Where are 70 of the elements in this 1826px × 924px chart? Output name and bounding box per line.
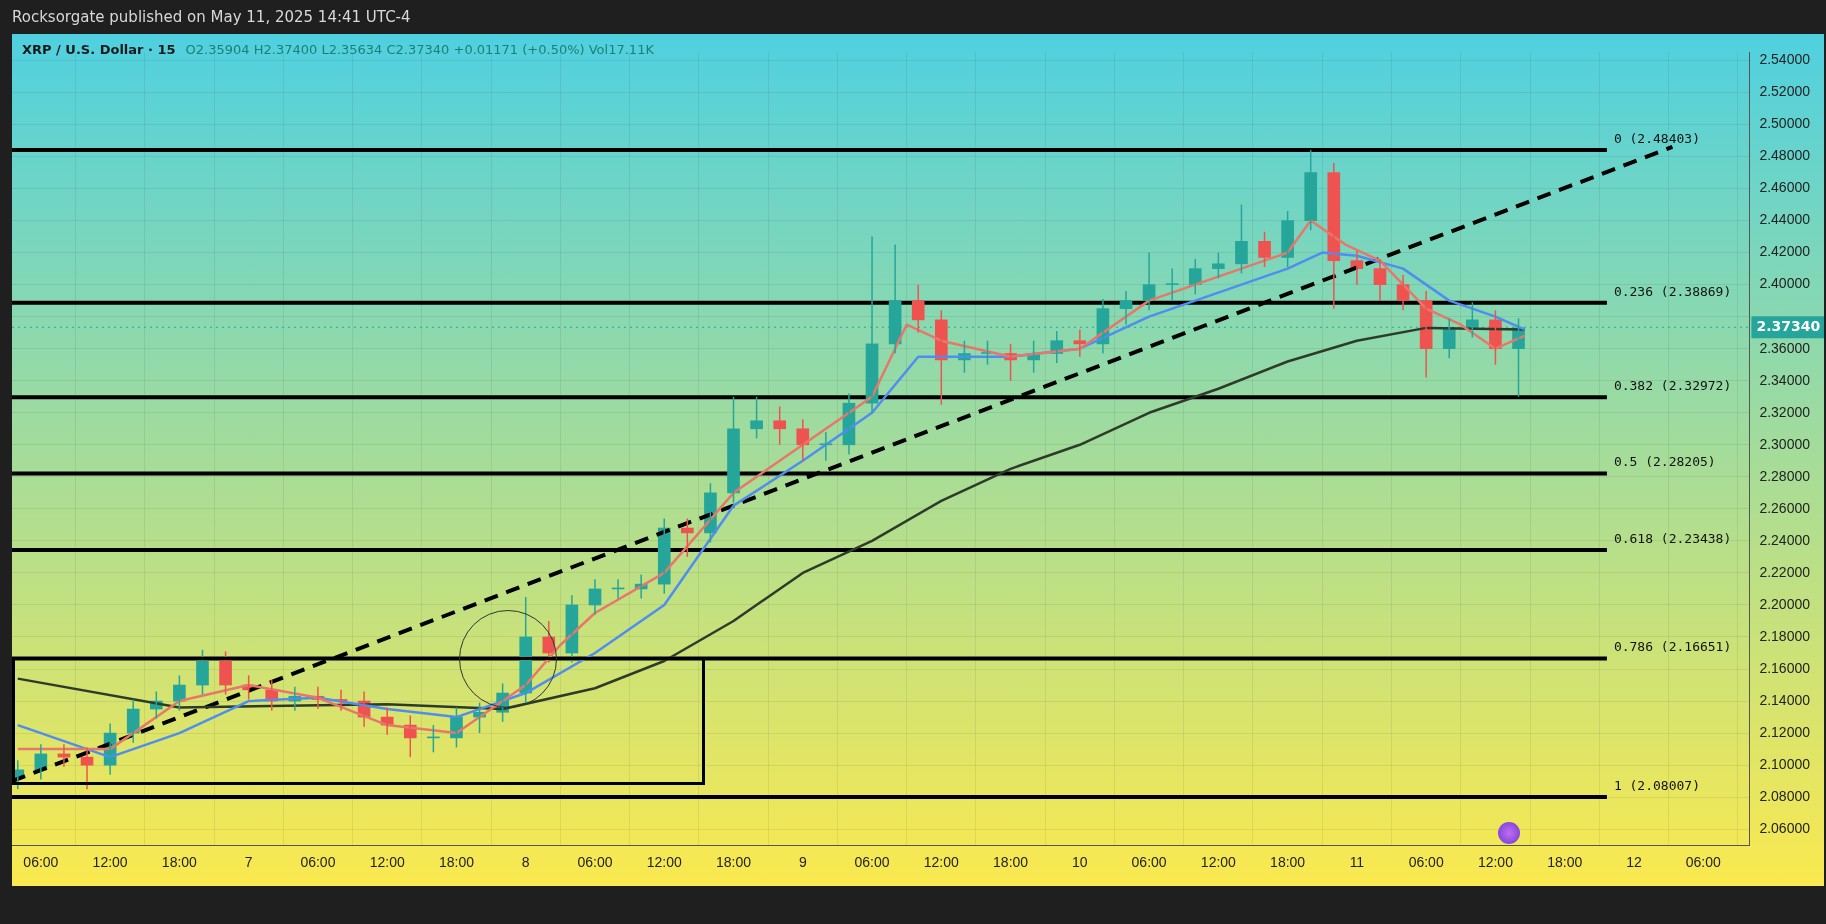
- y-tick-label: 2.30000: [1759, 435, 1811, 452]
- x-tick-label: 06:00: [300, 854, 336, 871]
- candlestick: [1258, 231, 1271, 268]
- x-tick-label: 06:00: [854, 854, 890, 871]
- candlestick: [727, 396, 740, 504]
- y-tick-label: 2.24000: [1759, 531, 1811, 548]
- y-tick-label: 2.40000: [1759, 275, 1811, 292]
- x-tick-label: 12:00: [369, 854, 405, 871]
- x-tick-label: 12:00: [1200, 854, 1237, 871]
- y-tick-label: 2.28000: [1759, 467, 1811, 484]
- y-tick-label: 2.18000: [1759, 627, 1811, 644]
- x-tick-label: 8: [521, 854, 530, 871]
- ref-line-label: 0.236 (2.38869): [1613, 283, 1732, 299]
- y-tick-label: 2.16000: [1759, 659, 1811, 676]
- candlestick: [196, 649, 209, 696]
- y-tick-label: 2.26000: [1759, 499, 1811, 516]
- candlestick: [1212, 251, 1225, 279]
- candlestick: [1235, 203, 1248, 275]
- candlestick: [1165, 267, 1179, 302]
- x-tick-label: 06:00: [1408, 854, 1444, 871]
- y-tick-label: 2.32000: [1759, 403, 1811, 420]
- x-tick-label: 18:00: [1547, 854, 1583, 871]
- text: Rocksorgate published on May 11, 2025 14:41 UTC-4: [12, 8, 411, 26]
- y-tick-label: 2.22000: [1759, 563, 1811, 580]
- y-tick-label: 2.48000: [1759, 147, 1811, 164]
- y-tick-label: 2.10000: [1759, 755, 1811, 772]
- candlestick: [219, 650, 232, 696]
- y-tick-label: 2.34000: [1759, 371, 1811, 388]
- y-tick-label: 2.50000: [1759, 115, 1811, 132]
- x-tick-label: 18:00: [161, 854, 198, 871]
- x-tick-label: 12:00: [646, 854, 682, 871]
- x-tick-label: 11: [1349, 854, 1365, 871]
- x-tick-label: 18:00: [438, 854, 475, 871]
- x-tick-label: 9: [798, 854, 807, 871]
- ref-line-label: 0 (2.48403): [1613, 130, 1700, 146]
- chart-subtitle: O2.35904 H2.37400 L2.35634 C2.37340 +0.01171 (+0.50%) Vol17.11K: [185, 42, 654, 57]
- candlestick: [1304, 149, 1318, 231]
- ref-line-label: 0.5 (2.28205): [1613, 454, 1716, 470]
- y-tick-label: 2.14000: [1759, 691, 1811, 708]
- y-tick-label: 2.52000: [1759, 83, 1811, 100]
- x-tick-label: 12:00: [1477, 854, 1514, 871]
- x-tick-label: 18:00: [715, 854, 752, 871]
- candlestick: [750, 396, 763, 440]
- y-tick-label: 2.08000: [1759, 788, 1811, 805]
- x-tick-label: 06:00: [23, 854, 59, 871]
- y-tick-label: 2.42000: [1759, 243, 1811, 260]
- y-tick-label: 2.54000: [1759, 51, 1811, 68]
- x-tick-label: 10: [1072, 854, 1088, 871]
- ref-line-label: 2.37340: [1756, 317, 1821, 334]
- x-tick-label: 06:00: [1131, 854, 1167, 871]
- x-tick-label: 12:00: [923, 854, 960, 871]
- ref-line-label: 1 (2.08007): [1613, 777, 1700, 793]
- x-tick-label: 06:00: [577, 854, 613, 871]
- ref-line-label: 0.382 (2.32972): [1613, 378, 1732, 394]
- ref-line-label: 0.618 (2.23438): [1613, 530, 1732, 546]
- x-tick-label: 06:00: [1685, 854, 1721, 871]
- y-tick-label: 2.12000: [1759, 723, 1811, 740]
- y-tick-label: 2.36000: [1759, 339, 1811, 356]
- y-tick-label: 2.06000: [1759, 820, 1811, 837]
- y-tick-label: 2.20000: [1759, 595, 1811, 612]
- x-tick-label: 18:00: [1270, 854, 1306, 871]
- chart-title: XRP / U.S. Dollar · 15: [22, 42, 176, 57]
- y-tick-label: 2.44000: [1759, 211, 1811, 228]
- y-tick-label: 2.46000: [1759, 179, 1811, 196]
- x-tick-label: 12: [1626, 854, 1642, 871]
- x-tick-label: 12:00: [92, 854, 128, 871]
- x-tick-label: 7: [244, 854, 253, 871]
- candlestick: [773, 405, 787, 446]
- ref-line-label: 0.786 (2.16651): [1613, 639, 1732, 655]
- x-tick-label: 18:00: [993, 854, 1029, 871]
